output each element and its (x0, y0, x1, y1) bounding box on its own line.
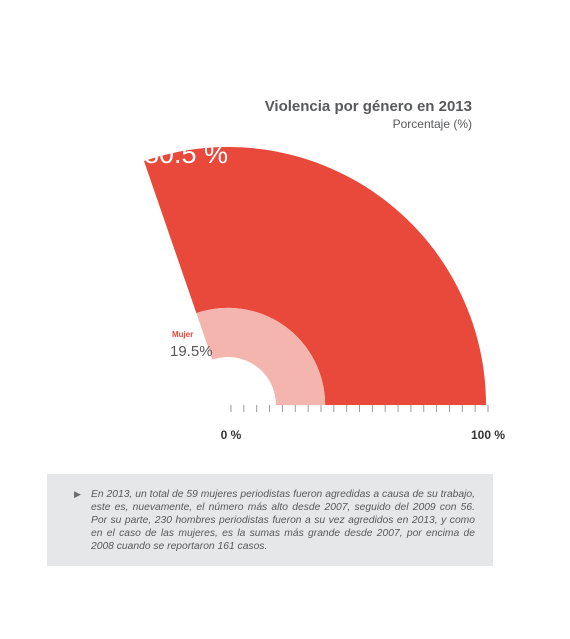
gender-violence-chart: Violencia por género en 2013 Porcentaje … (144, 98, 505, 442)
note-text: En 2013, un total de 59 mujeres periodis… (91, 489, 475, 552)
axis-ticks (230, 405, 489, 412)
value-label-hombre: 80.5 % (144, 139, 228, 169)
segment-hombre (144, 147, 486, 406)
segment-label-mujer: Mujer (172, 330, 193, 339)
chart-title: Violencia por género en 2013 (265, 98, 472, 115)
axis-min-label: 0 % (221, 428, 242, 442)
chart-subtitle: Porcentaje (%) (393, 117, 472, 131)
value-label-mujer: 19.5% (170, 343, 213, 360)
bullet-arrow-icon: ▶ (74, 489, 81, 499)
segment-mujer (196, 307, 326, 405)
note-box: ▶ En 2013, un total de 59 mujeres period… (47, 474, 493, 566)
segment-label-hombre: Hombre (146, 124, 177, 133)
axis-max-label: 100 % (471, 428, 505, 442)
